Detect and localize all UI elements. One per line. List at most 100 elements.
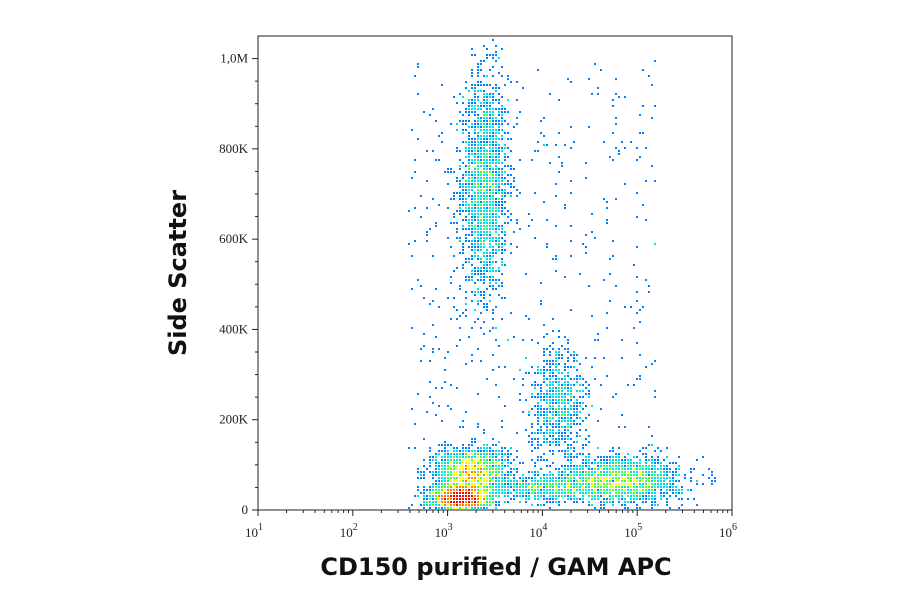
data-point: [492, 210, 494, 212]
data-point: [420, 216, 422, 218]
data-point: [438, 306, 440, 308]
data-point: [447, 465, 449, 467]
data-point: [666, 471, 668, 473]
data-point: [468, 246, 470, 248]
data-point: [588, 393, 590, 395]
data-point: [525, 357, 527, 359]
data-point: [489, 105, 491, 107]
data-point: [468, 219, 470, 221]
data-point: [504, 489, 506, 491]
data-point: [477, 462, 479, 464]
data-point: [477, 231, 479, 233]
data-point: [489, 144, 491, 146]
data-point: [474, 267, 476, 269]
data-point: [648, 465, 650, 467]
data-point: [639, 492, 641, 494]
data-point: [465, 174, 467, 176]
data-point: [669, 489, 671, 491]
data-point: [480, 210, 482, 212]
data-point: [477, 63, 479, 65]
data-point: [648, 459, 650, 461]
data-point: [411, 288, 413, 290]
data-point: [543, 480, 545, 482]
data-point: [555, 477, 557, 479]
data-point: [660, 483, 662, 485]
data-point: [552, 492, 554, 494]
data-point: [486, 195, 488, 197]
data-point: [600, 504, 602, 506]
data-point: [651, 444, 653, 446]
data-point: [411, 408, 413, 410]
data-point: [582, 447, 584, 449]
data-point: [585, 429, 587, 431]
data-point: [621, 459, 623, 461]
data-point: [456, 465, 458, 467]
data-point: [462, 183, 464, 185]
data-point: [615, 462, 617, 464]
data-point: [546, 492, 548, 494]
data-point: [612, 105, 614, 107]
data-point: [564, 207, 566, 209]
data-point: [489, 162, 491, 164]
data-point: [456, 228, 458, 230]
data-point: [489, 486, 491, 488]
data-point: [492, 120, 494, 122]
y-tick-label: 600K: [219, 231, 249, 246]
data-point: [588, 126, 590, 128]
data-point: [573, 414, 575, 416]
data-point: [483, 432, 485, 434]
data-point: [474, 183, 476, 185]
data-point: [654, 474, 656, 476]
data-point: [441, 420, 443, 422]
data-point: [477, 192, 479, 194]
data-point: [660, 450, 662, 452]
data-point: [477, 483, 479, 485]
data-point: [465, 165, 467, 167]
data-point: [555, 225, 557, 227]
data-point: [477, 147, 479, 149]
data-point: [483, 90, 485, 92]
data-point: [576, 471, 578, 473]
data-point: [555, 393, 557, 395]
data-point: [492, 201, 494, 203]
data-point: [504, 213, 506, 215]
data-point: [609, 498, 611, 500]
data-point: [495, 108, 497, 110]
data-point: [567, 498, 569, 500]
data-point: [564, 384, 566, 386]
data-point: [549, 387, 551, 389]
data-point: [471, 255, 473, 257]
data-point: [477, 243, 479, 245]
data-point: [537, 459, 539, 461]
data-point: [423, 486, 425, 488]
data-point: [453, 216, 455, 218]
data-point: [570, 477, 572, 479]
data-point: [435, 492, 437, 494]
data-point: [567, 390, 569, 392]
data-point: [417, 63, 419, 65]
data-point: [567, 348, 569, 350]
data-point: [531, 393, 533, 395]
data-point: [423, 489, 425, 491]
data-point: [468, 171, 470, 173]
data-point: [528, 477, 530, 479]
data-point: [543, 489, 545, 491]
data-point: [513, 483, 515, 485]
data-point: [471, 489, 473, 491]
data-point: [549, 93, 551, 95]
data-point: [669, 477, 671, 479]
data-point: [543, 420, 545, 422]
data-point: [465, 471, 467, 473]
data-point: [441, 465, 443, 467]
data-point: [495, 138, 497, 140]
data-point: [468, 486, 470, 488]
data-point: [543, 486, 545, 488]
data-point: [495, 384, 497, 386]
data-point: [507, 462, 509, 464]
data-point: [543, 351, 545, 353]
data-point: [486, 258, 488, 260]
data-point: [585, 405, 587, 407]
data-point: [465, 204, 467, 206]
data-point: [501, 459, 503, 461]
data-point: [474, 150, 476, 152]
